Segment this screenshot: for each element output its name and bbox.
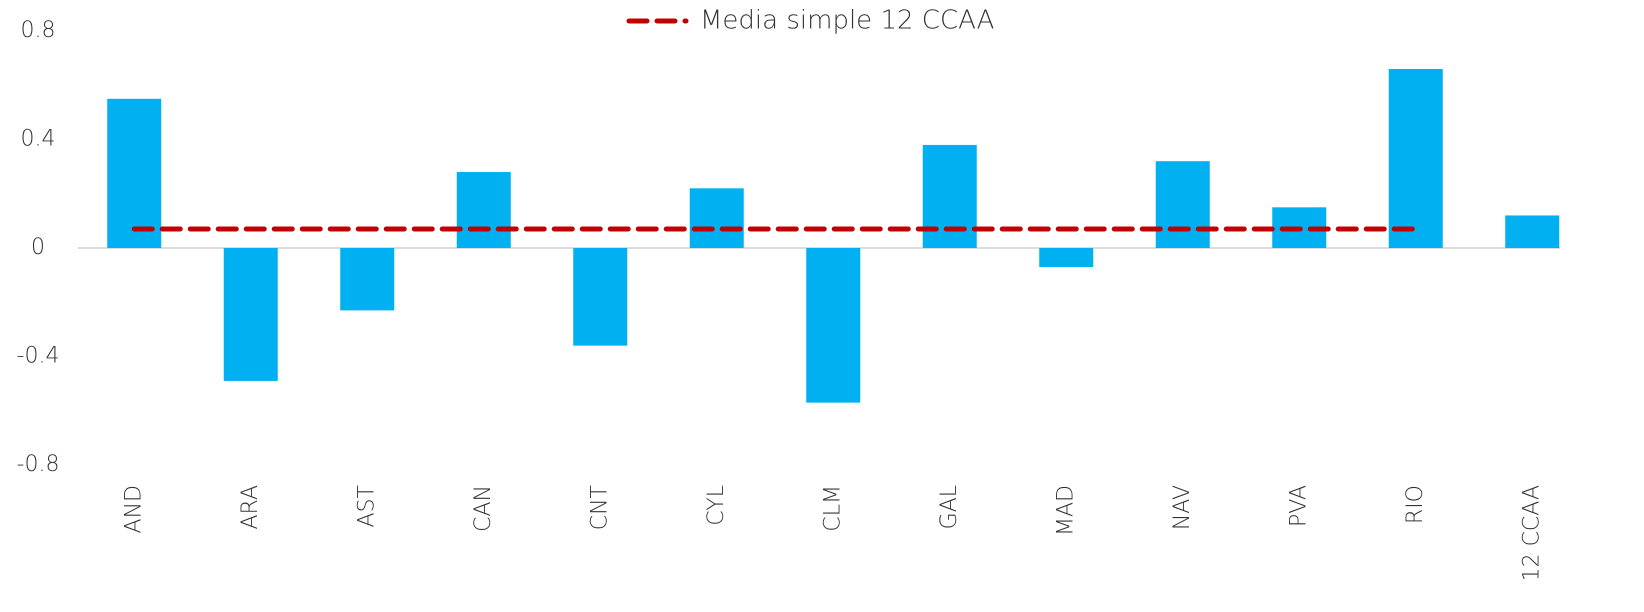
x-tick-label: CYL <box>704 485 729 526</box>
bar <box>806 248 861 403</box>
bar <box>223 248 278 381</box>
y-tick-label: 0 <box>31 235 45 260</box>
bar <box>922 144 977 248</box>
x-tick-label: RIO <box>1403 485 1428 524</box>
y-tick-label: 0.4 <box>21 127 56 152</box>
y-tick-label: -0.8 <box>17 452 60 477</box>
x-tick-label: GAL <box>937 485 962 529</box>
x-tick-label: 12 CCAA <box>1519 485 1544 581</box>
x-tick-label: PVA <box>1286 485 1311 527</box>
x-tick-label: CLM <box>820 485 845 532</box>
bar <box>573 248 628 346</box>
x-tick-label: CAN <box>471 485 496 532</box>
x-tick-label: AST <box>354 485 379 527</box>
bar <box>689 188 744 248</box>
y-tick-label: -0.4 <box>17 344 60 369</box>
bar <box>1505 215 1560 248</box>
bar <box>1039 248 1094 267</box>
bar <box>1388 68 1443 248</box>
bar <box>340 248 395 311</box>
legend-label: Media simple 12 CCAA <box>700 6 994 36</box>
y-tick-label: 0.8 <box>21 18 56 43</box>
x-tick-label: CNT <box>587 485 612 530</box>
x-tick-label: AND <box>121 485 146 533</box>
x-tick-label: NAV <box>1170 485 1195 530</box>
x-tick-label: ARA <box>238 485 263 530</box>
bar <box>456 172 511 248</box>
x-tick-label: MAD <box>1053 485 1078 536</box>
bar <box>1155 161 1210 248</box>
bar <box>107 98 162 248</box>
